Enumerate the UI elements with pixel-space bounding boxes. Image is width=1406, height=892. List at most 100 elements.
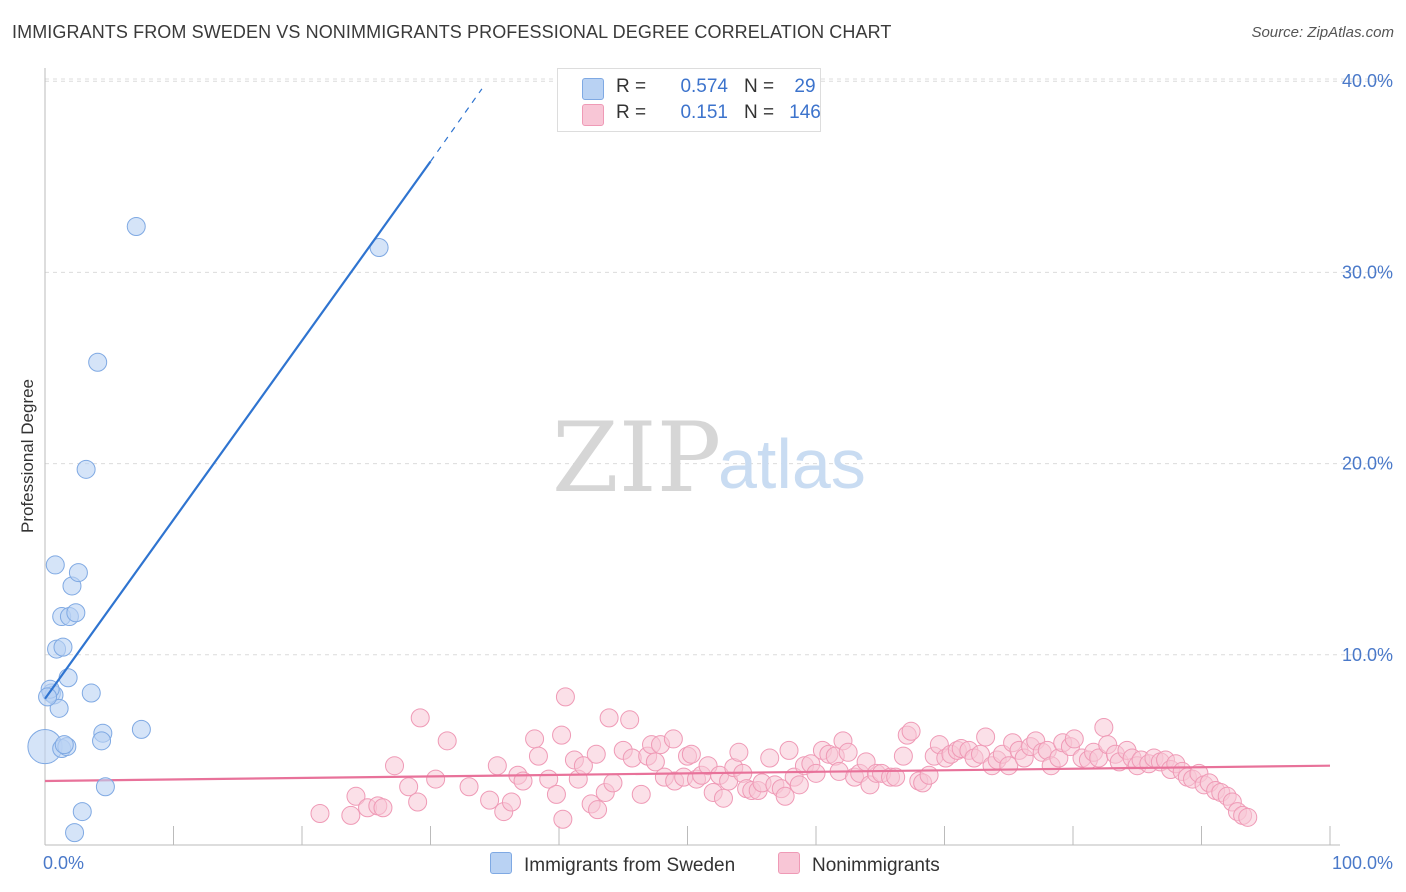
nonimmigrants-point — [480, 790, 500, 810]
legend-n-value: 146 — [789, 102, 821, 123]
sweden-trend-line — [44, 160, 432, 700]
nonimmigrants-point — [919, 765, 939, 785]
nonimmigrants-point — [346, 786, 366, 806]
nonimmigrants-point — [385, 756, 405, 776]
nonimmigrants-point — [410, 708, 430, 728]
nonimmigrants-point — [341, 805, 361, 825]
bottom-legend-nonimmigrants: Nonimmigrants — [778, 852, 940, 878]
sweden-point — [66, 603, 86, 623]
sweden-point — [68, 563, 88, 583]
sweden-point — [45, 555, 65, 575]
nonimmigrants-point — [555, 687, 575, 707]
nonimmigrants-point — [501, 792, 521, 812]
legend-r-label: R = — [616, 76, 647, 97]
sweden-point — [126, 217, 146, 237]
sweden-point — [65, 823, 85, 843]
nonimmigrants-point — [789, 775, 809, 795]
series-nonimmigrants-trend — [44, 764, 1331, 783]
sweden-point — [53, 637, 73, 657]
sweden-point — [92, 731, 112, 751]
nonimmigrants-point — [1238, 807, 1258, 827]
nonimmigrants-trend-line — [44, 764, 1331, 783]
grid-lines — [45, 78, 1390, 656]
nonimmigrants-point — [713, 788, 733, 808]
bottom-legend-label-nonimmigrants: Nonimmigrants — [812, 855, 940, 876]
nonimmigrants-point — [806, 763, 826, 783]
sweden-point — [95, 777, 115, 797]
y-tick-label: 20.0% — [1342, 454, 1393, 474]
x-tick-labels: 0.0% 100.0% — [43, 853, 1393, 873]
nonimmigrants-point — [620, 710, 640, 730]
nonimmigrants-point — [729, 742, 749, 762]
y-tick-label: 30.0% — [1342, 262, 1393, 282]
nonimmigrants-point — [1094, 717, 1114, 737]
series-sweden-points — [27, 217, 389, 843]
nonimmigrants-point — [779, 740, 799, 760]
chart-title: IMMIGRANTS FROM SWEDEN VS NONIMMIGRANTS … — [12, 22, 892, 42]
nonimmigrants-point — [901, 721, 921, 741]
nonimmigrants-point — [631, 784, 651, 804]
legend-r-value: 0.151 — [680, 102, 728, 123]
legend-r-value: 0.574 — [680, 76, 728, 97]
stats-legend: R = 0.574 N = 29 R = 0.151 N = 146 — [557, 68, 821, 132]
bottom-legend-swatch-sweden — [490, 852, 512, 874]
nonimmigrants-point — [970, 744, 990, 764]
sweden-point — [131, 719, 151, 739]
watermark: ZIP atlas — [552, 402, 866, 514]
nonimmigrants-point — [528, 746, 548, 766]
y-tick-labels: 10.0% 20.0% 30.0% 40.0% — [1342, 71, 1393, 665]
nonimmigrants-point — [310, 803, 330, 823]
nonimmigrants-point — [886, 767, 906, 787]
nonimmigrants-point — [603, 773, 623, 793]
sweden-point — [49, 698, 69, 718]
sweden-trend-extension — [430, 88, 483, 162]
legend-n-value: 29 — [794, 76, 816, 97]
y-tick-label: 40.0% — [1342, 71, 1393, 91]
x-tick-label-min: 0.0% — [43, 853, 84, 873]
legend-swatch-sweden — [582, 78, 604, 100]
series-sweden-trend — [44, 88, 483, 700]
nonimmigrants-point — [552, 725, 572, 745]
watermark-zip: ZIP — [552, 402, 721, 514]
nonimmigrants-point — [426, 769, 446, 789]
y-axis-title: Professional Degree — [18, 379, 37, 533]
source-label: Source: ZipAtlas.com — [1251, 24, 1394, 41]
sweden-point — [76, 459, 96, 479]
legend-r-label: R = — [616, 102, 647, 123]
nonimmigrants-point — [1064, 729, 1084, 749]
nonimmigrants-point — [588, 800, 608, 820]
sweden-point — [54, 735, 74, 755]
nonimmigrants-point — [437, 731, 457, 751]
series-nonimmigrants-points — [310, 687, 1258, 829]
nonimmigrants-point — [645, 752, 665, 772]
nonimmigrants-point — [553, 809, 573, 829]
axes — [44, 68, 1340, 846]
nonimmigrants-point — [976, 727, 996, 747]
nonimmigrants-point — [373, 798, 393, 818]
nonimmigrants-point — [525, 729, 545, 749]
sweden-point — [81, 683, 101, 703]
legend-swatch-nonimmigrants — [582, 104, 604, 126]
nonimmigrants-point — [681, 744, 701, 764]
bottom-legend-swatch-nonimmigrants — [778, 852, 800, 874]
nonimmigrants-point — [459, 777, 479, 797]
nonimmigrants-point — [546, 784, 566, 804]
nonimmigrants-point — [599, 708, 619, 728]
legend-n-label: N = — [744, 102, 775, 123]
nonimmigrants-point — [663, 729, 683, 749]
nonimmigrants-point — [893, 746, 913, 766]
nonimmigrants-point — [487, 756, 507, 776]
bottom-legend-sweden: Immigrants from Sweden — [490, 852, 735, 878]
nonimmigrants-point — [408, 792, 428, 812]
sweden-point — [88, 352, 108, 372]
nonimmigrants-point — [838, 742, 858, 762]
nonimmigrants-point — [775, 786, 795, 806]
sweden-point — [58, 668, 78, 688]
bottom-legend-label-sweden: Immigrants from Sweden — [524, 855, 736, 876]
legend-n-label: N = — [744, 76, 775, 97]
y-tick-label: 10.0% — [1342, 645, 1393, 665]
nonimmigrants-point — [760, 748, 780, 768]
nonimmigrants-point — [586, 744, 606, 764]
nonimmigrants-point — [513, 771, 533, 791]
